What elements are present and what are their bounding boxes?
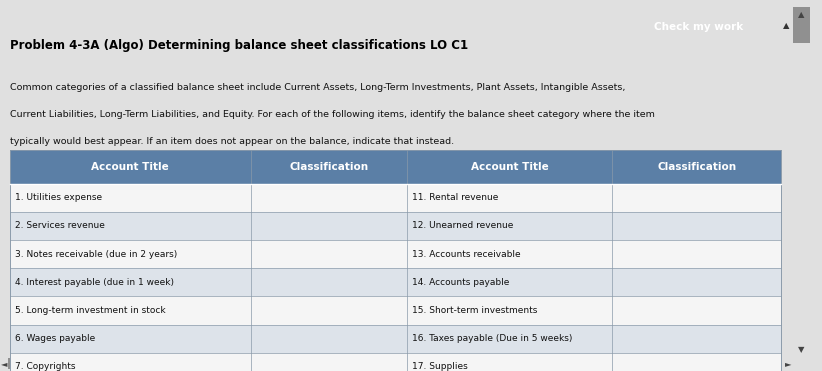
Text: 2. Services revenue: 2. Services revenue — [15, 221, 104, 230]
Text: 17. Supplies: 17. Supplies — [412, 362, 468, 371]
Text: 7. Copyrights: 7. Copyrights — [15, 362, 76, 371]
Bar — [8, 358, 103, 369]
Text: 1. Utilities expense: 1. Utilities expense — [15, 193, 102, 202]
Text: 6. Wages payable: 6. Wages payable — [15, 334, 95, 343]
Text: ▲: ▲ — [798, 10, 805, 19]
Text: Check my work: Check my work — [653, 22, 743, 32]
Text: Classification: Classification — [657, 162, 737, 172]
Text: 16. Taxes payable (Due in 5 weeks): 16. Taxes payable (Due in 5 weeks) — [412, 334, 572, 343]
Text: 11. Rental revenue: 11. Rental revenue — [412, 193, 498, 202]
Text: Account Title: Account Title — [471, 162, 548, 172]
Text: 12. Unearned revenue: 12. Unearned revenue — [412, 221, 513, 230]
Text: 5. Long-term investment in stock: 5. Long-term investment in stock — [15, 306, 165, 315]
Text: 3. Notes receivable (due in 2 years): 3. Notes receivable (due in 2 years) — [15, 250, 177, 259]
Text: Common categories of a classified balance sheet include Current Assets, Long-Ter: Common categories of a classified balanc… — [10, 83, 626, 92]
Text: ▼: ▼ — [798, 345, 805, 354]
Text: typically would best appear. If an item does not appear on the balance, indicate: typically would best appear. If an item … — [10, 137, 454, 146]
Text: Problem 4-3A (Algo) Determining balance sheet classifications LO C1: Problem 4-3A (Algo) Determining balance … — [10, 39, 468, 52]
Text: ►: ► — [785, 359, 792, 368]
Text: ▲: ▲ — [783, 22, 790, 30]
Text: ◄: ◄ — [1, 359, 7, 368]
Text: 13. Accounts receivable: 13. Accounts receivable — [412, 250, 520, 259]
Text: Account Title: Account Title — [91, 162, 169, 172]
Text: Classification: Classification — [289, 162, 368, 172]
Text: 14. Accounts payable: 14. Accounts payable — [412, 278, 509, 287]
Bar — [793, 7, 810, 43]
Text: 4. Interest payable (due in 1 week): 4. Interest payable (due in 1 week) — [15, 278, 173, 287]
Text: 15. Short-term investments: 15. Short-term investments — [412, 306, 538, 315]
Text: Current Liabilities, Long-Term Liabilities, and Equity. For each of the followin: Current Liabilities, Long-Term Liabiliti… — [10, 110, 655, 119]
